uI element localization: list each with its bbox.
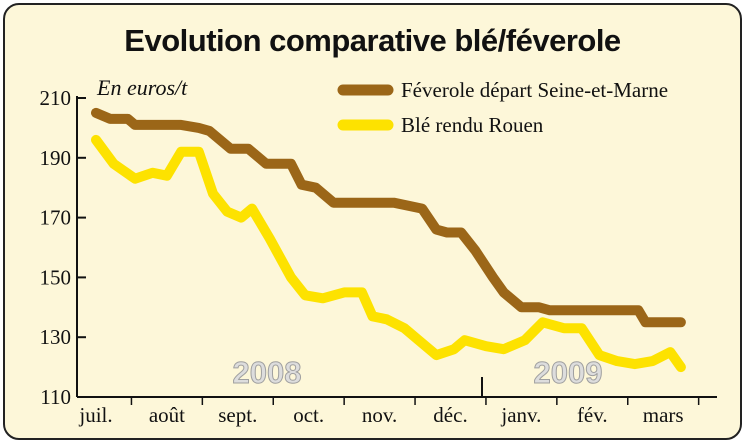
x-tick-label-6: janv. bbox=[500, 403, 541, 427]
series-lines bbox=[91, 107, 686, 373]
line-chart: 2008 2009 110 130 150 170 190 210 juil. août sep… bbox=[40, 75, 717, 427]
legend-label-0: Féverole départ Seine-et-Marne bbox=[401, 78, 668, 102]
legend: Féverole départ Seine-et-Marne Blé rendu … bbox=[337, 78, 668, 137]
y-tick-label: 170 bbox=[40, 206, 72, 230]
series-line-feverole bbox=[91, 107, 686, 328]
series-line-ble bbox=[91, 134, 686, 373]
y-tick-label: 130 bbox=[40, 325, 72, 349]
x-tick-label-7: fév. bbox=[577, 403, 608, 427]
legend-label-1: Blé rendu Rouen bbox=[401, 113, 544, 137]
x-tick-label-2: sept. bbox=[218, 403, 257, 427]
y-tick-label: 150 bbox=[40, 265, 72, 289]
axes bbox=[76, 96, 717, 398]
x-tick-label-3: oct. bbox=[293, 403, 324, 427]
year-label-2009: 2009 bbox=[534, 355, 603, 390]
y-axis-ticks: 110 130 150 170 190 210 bbox=[40, 86, 86, 409]
x-axis-ticks: juil. août sept. oct. nov. déc. janv. fév. mars bbox=[78, 397, 700, 427]
year-labels: 2008 2009 bbox=[232, 355, 603, 391]
chart-title: Evolution comparative blé/féverole bbox=[124, 23, 621, 58]
chart-frame: Evolution comparative blé/féverole 2008 2… bbox=[3, 3, 742, 440]
x-tick-label-8: mars bbox=[643, 403, 684, 427]
x-tick-label-0: juil. bbox=[78, 403, 112, 427]
year-label-2008: 2008 bbox=[233, 355, 302, 390]
x-tick-label-5: déc. bbox=[433, 403, 467, 427]
unit-label: En euros/t bbox=[96, 75, 188, 100]
x-tick-label-1: août bbox=[149, 403, 185, 427]
y-tick-label: 210 bbox=[40, 86, 72, 110]
y-tick-label: 110 bbox=[40, 385, 71, 409]
x-tick-label-4: nov. bbox=[362, 403, 397, 427]
y-tick-label: 190 bbox=[40, 146, 72, 170]
